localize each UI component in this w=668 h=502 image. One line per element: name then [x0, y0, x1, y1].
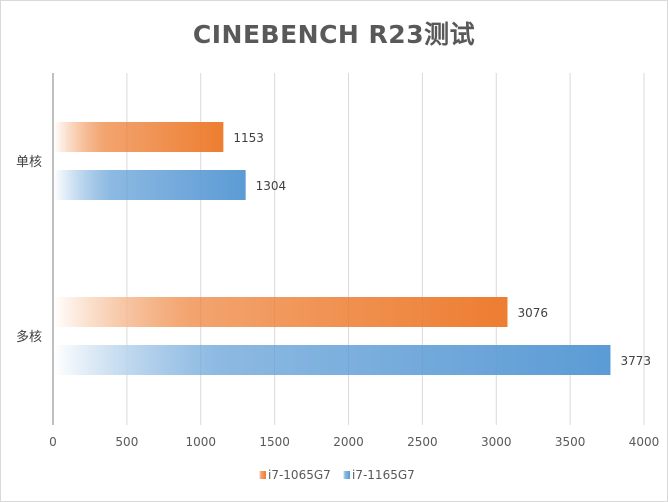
category-label: 单核	[16, 155, 42, 170]
bars	[54, 122, 611, 375]
x-tick-label: 3500	[555, 435, 586, 449]
legend-swatch	[343, 471, 350, 479]
category-label: 多核	[16, 329, 42, 345]
x-tick-label: 3000	[481, 435, 512, 449]
x-tick-label: 1000	[185, 435, 216, 449]
legend-label: i7-1165G7	[352, 468, 415, 482]
bar-i7-1165G7-单核	[54, 170, 246, 200]
x-tick-label: 1500	[259, 435, 290, 449]
data-label: 1153	[233, 131, 264, 145]
legend-swatch	[259, 471, 266, 479]
x-tick-label: 2500	[407, 435, 438, 449]
x-tick-label: 0	[49, 435, 57, 449]
bar-i7-1165G7-多核	[54, 345, 611, 375]
data-label: 1304	[256, 179, 287, 193]
x-tick-label: 2000	[333, 435, 364, 449]
x-tick-label: 500	[115, 435, 138, 449]
x-tick-label: 4000	[629, 435, 660, 449]
data-label: 3076	[517, 306, 548, 320]
chart-title: CINEBENCH R23测试	[192, 20, 476, 49]
bar-i7-1065G7-多核	[54, 297, 508, 327]
data-label: 3773	[620, 354, 651, 368]
bar-i7-1065G7-单核	[54, 122, 224, 152]
legend: i7-1065G7 i7-1165G7	[259, 468, 415, 482]
legend-label: i7-1065G7	[268, 468, 331, 482]
labels: 单核 1153 1304 多核 3076 3773	[16, 131, 651, 368]
axis: 0 500 1000 1500 2000 2500 3000 3500 4000	[49, 73, 659, 449]
